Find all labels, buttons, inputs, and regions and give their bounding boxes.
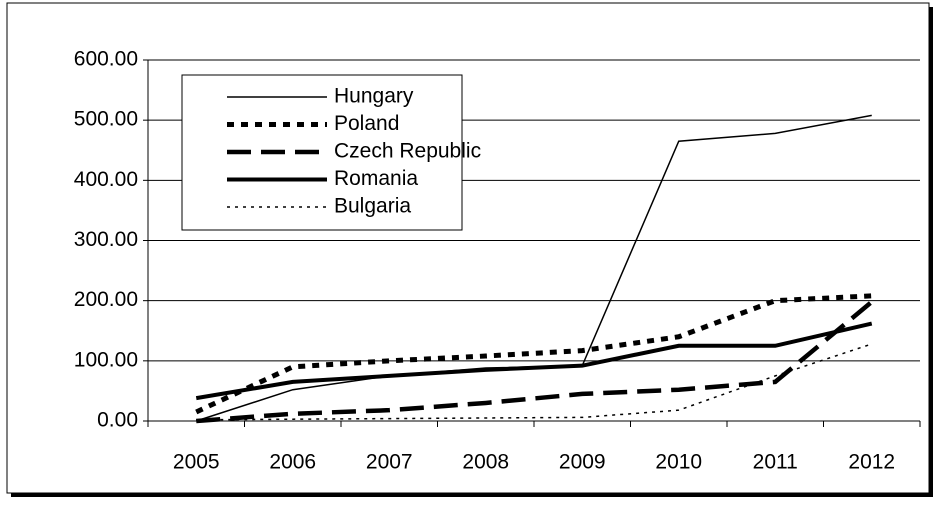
legend-label: Bulgaria [334, 195, 411, 218]
y-tick-label: 500.00 [74, 108, 138, 131]
x-tick-label: 2012 [848, 451, 895, 474]
legend-label: Hungary [334, 85, 414, 108]
y-tick-label: 400.00 [74, 168, 138, 191]
y-tick-label: 300.00 [74, 228, 138, 251]
x-tick-label: 2011 [753, 451, 798, 474]
legend-label: Romania [334, 167, 418, 190]
x-tick-label: 2010 [655, 451, 702, 474]
legend-label: Czech Republic [334, 140, 481, 163]
x-tick-label: 2005 [173, 451, 220, 474]
y-tick-label: 100.00 [74, 348, 138, 371]
series-line [196, 300, 874, 424]
legend-label: Poland [334, 112, 399, 135]
x-tick-label: 2008 [462, 451, 509, 474]
series-line [195, 321, 873, 401]
x-tick-label: 2006 [269, 451, 316, 474]
frame [6, 2, 930, 494]
x-tick-label: 2009 [559, 451, 606, 474]
series-line [196, 343, 872, 421]
y-tick-label: 600.00 [74, 48, 138, 71]
series-line [195, 293, 872, 415]
x-tick-label: 2007 [366, 451, 413, 474]
y-tick-label: 200.00 [74, 288, 138, 311]
y-tick-label: 0.00 [97, 409, 138, 432]
